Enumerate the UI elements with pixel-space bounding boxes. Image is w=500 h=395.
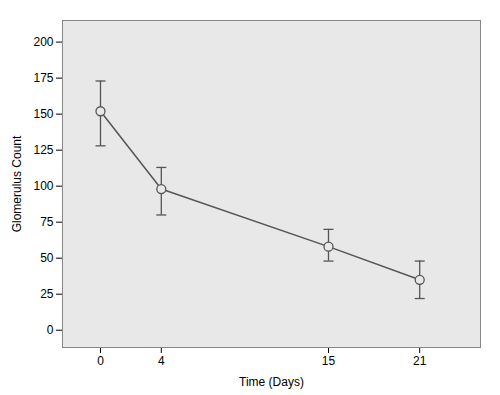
svg-text:Time (Days): Time (Days) <box>239 375 304 389</box>
svg-text:0: 0 <box>47 323 54 337</box>
svg-text:4: 4 <box>158 354 165 368</box>
svg-text:Glomerulus Count: Glomerulus Count <box>10 135 24 232</box>
svg-text:75: 75 <box>40 215 54 229</box>
svg-text:21: 21 <box>413 354 427 368</box>
svg-text:15: 15 <box>322 354 336 368</box>
svg-text:125: 125 <box>33 143 53 157</box>
svg-text:25: 25 <box>40 287 54 301</box>
svg-text:175: 175 <box>33 71 53 85</box>
svg-text:200: 200 <box>33 35 53 49</box>
svg-text:0: 0 <box>97 354 104 368</box>
svg-text:50: 50 <box>40 251 54 265</box>
svg-text:150: 150 <box>33 107 53 121</box>
svg-text:100: 100 <box>33 179 53 193</box>
